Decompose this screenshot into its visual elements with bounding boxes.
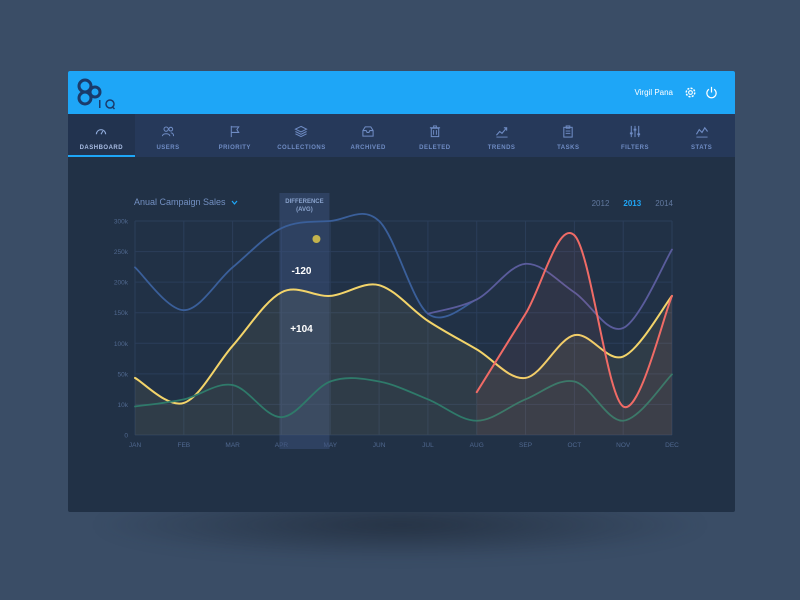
- nav-tab-archived[interactable]: ARCHIVED: [335, 114, 402, 157]
- year-selector: 2012 2013 2014: [592, 199, 673, 208]
- x-tick-label: MAR: [225, 442, 240, 449]
- app-window: Virgil Pana DASHBOARD USERS PRIORITY COLLEC…: [68, 71, 735, 512]
- difference-sublabel: (AVG): [296, 207, 313, 213]
- y-tick-label: 0: [124, 433, 128, 440]
- x-tick-label: OCT: [567, 442, 581, 449]
- difference-marker: [312, 235, 321, 243]
- stats-icon: [695, 126, 708, 138]
- trend-icon: [495, 127, 508, 138]
- nav-tab-deleted[interactable]: DELETED: [402, 114, 469, 157]
- nav-tab-filters[interactable]: FILTERS: [602, 114, 669, 157]
- nav-tab-priority[interactable]: PRIORITY: [201, 114, 268, 157]
- trash-icon: [429, 125, 440, 138]
- nav-label: PRIORITY: [218, 145, 251, 151]
- users-icon: [161, 126, 175, 137]
- x-tick-label: NOV: [616, 442, 631, 449]
- chart-panel: Anual Campaign Sales 2012 2013 2014 0 10k 50…: [68, 157, 735, 512]
- y-tick-label: 200k: [114, 280, 129, 287]
- year-option-2012[interactable]: 2012: [591, 199, 610, 208]
- nav-label: TASKS: [557, 145, 580, 151]
- y-tick-label: 300k: [114, 219, 129, 226]
- year-option-2014[interactable]: 2014: [655, 199, 673, 208]
- flag-icon: [230, 125, 240, 138]
- user-name[interactable]: Virgil Pana: [634, 88, 673, 97]
- nav-tab-tasks[interactable]: TASKS: [535, 114, 602, 157]
- chart-title[interactable]: Anual Campaign Sales: [134, 197, 226, 207]
- logo: [77, 78, 116, 110]
- x-tick-label: MAY: [323, 442, 337, 449]
- nav-label: STATS: [691, 145, 713, 151]
- difference-lower-value: +104: [290, 324, 313, 335]
- series-area-red: [476, 233, 672, 435]
- nav-label: TRENDS: [487, 145, 516, 151]
- gauge-icon: [96, 129, 107, 135]
- sales-line-chart: 010k50k100k150k200k250k300kJANFEBMARAPRM…: [114, 193, 679, 449]
- x-tick-label: JUL: [422, 442, 434, 449]
- nav-label: ARCHIVED: [350, 145, 386, 151]
- nav-tab-users[interactable]: USERS: [135, 114, 202, 157]
- series-line-red: [475, 232, 673, 408]
- nav-label: DELETED: [419, 145, 451, 151]
- y-tick-label: 10k: [118, 402, 129, 409]
- x-tick-label: AUG: [470, 442, 484, 449]
- x-tick-label: JUN: [373, 442, 386, 449]
- x-tick-label: JAN: [129, 442, 142, 449]
- difference-band: [279, 193, 330, 449]
- series-line-blue: [134, 212, 478, 319]
- clipboard-icon: [563, 125, 573, 138]
- y-tick-label: 250k: [114, 249, 129, 256]
- main-nav: DASHBOARD USERS PRIORITY COLLECTIONS ARCHIVE…: [68, 114, 735, 157]
- chevron-down-icon[interactable]: [231, 200, 238, 205]
- x-tick-label: FEB: [177, 442, 190, 449]
- sliders-icon: [629, 125, 641, 138]
- nav-label: FILTERS: [620, 145, 649, 151]
- nav-tab-stats[interactable]: STATS: [668, 114, 735, 157]
- power-icon[interactable]: [705, 86, 718, 99]
- nav-label: DASHBOARD: [79, 145, 124, 151]
- y-tick-label: 150k: [114, 310, 129, 317]
- series-line-yellow: [134, 283, 673, 405]
- inbox-icon: [362, 126, 374, 137]
- gear-icon[interactable]: [684, 86, 697, 99]
- difference-upper-value: -120: [291, 266, 311, 277]
- difference-label: DIFFERENCE: [285, 199, 323, 205]
- nav-label: USERS: [156, 145, 180, 151]
- series-line-green: [134, 373, 673, 422]
- y-tick-label: 50k: [118, 371, 129, 378]
- nav-tab-trends[interactable]: TRENDS: [468, 114, 535, 157]
- year-option-2013[interactable]: 2013: [623, 199, 642, 208]
- series-area-yellow: [135, 284, 672, 435]
- x-tick-label: DEC: [665, 442, 679, 449]
- nav-tab-collections[interactable]: COLLECTIONS: [268, 114, 335, 157]
- x-tick-label: SEP: [519, 442, 532, 449]
- nav-label: COLLECTIONS: [277, 145, 326, 151]
- series-line-purple: [427, 248, 673, 330]
- top-bar: Virgil Pana: [68, 71, 735, 114]
- nav-tab-dashboard[interactable]: DASHBOARD: [68, 114, 135, 157]
- y-tick-label: 100k: [114, 341, 129, 348]
- layers-icon: [294, 125, 309, 138]
